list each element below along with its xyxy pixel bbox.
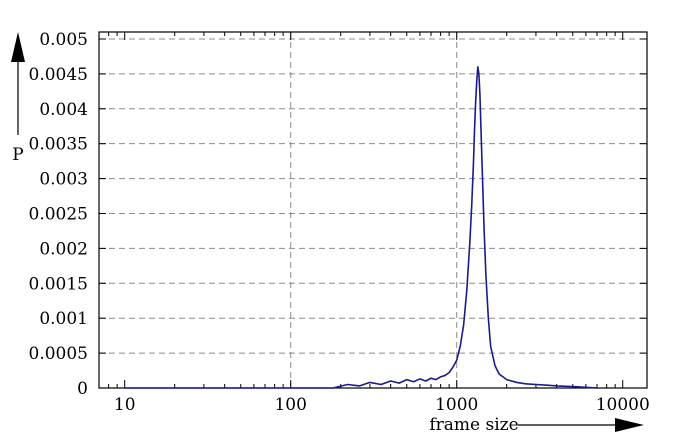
y-tick-label: 0.0015	[29, 274, 88, 294]
plot-frame	[98, 31, 648, 389]
y-tick-labels: 0 0.0005 0.001 0.0015 0.002 0.0025 0.003 0.0035…	[29, 30, 88, 399]
x-tick-label: 100	[274, 395, 306, 415]
series-group	[124, 66, 598, 389]
series-line	[124, 66, 598, 389]
y-tick-label: 0.0005	[29, 344, 88, 364]
y-tick-label: 0	[77, 379, 88, 399]
x-tick-labels: 10 100 1000 10000	[114, 395, 650, 415]
axis-ticks	[98, 32, 647, 389]
grid-lines	[99, 32, 647, 388]
y-tick-label: 0.005	[39, 30, 88, 50]
y-axis-arrow	[11, 32, 25, 135]
y-tick-label: 0.0025	[29, 204, 88, 224]
y-tick-label: 0.003	[39, 170, 88, 190]
y-tick-label: 0.004	[39, 100, 88, 120]
y-axis-title: P	[12, 145, 23, 165]
y-tick-label: 0.0045	[29, 65, 88, 85]
x-axis-title: frame size	[429, 415, 518, 435]
x-tick-label: 10	[114, 395, 136, 415]
y-tick-label: 0.001	[39, 309, 88, 329]
x-axis-arrow	[518, 418, 644, 432]
y-tick-label: 0.002	[39, 239, 88, 259]
y-tick-label: 0.0035	[29, 135, 88, 155]
x-tick-label: 10000	[596, 395, 650, 415]
x-tick-label: 1000	[435, 395, 478, 415]
